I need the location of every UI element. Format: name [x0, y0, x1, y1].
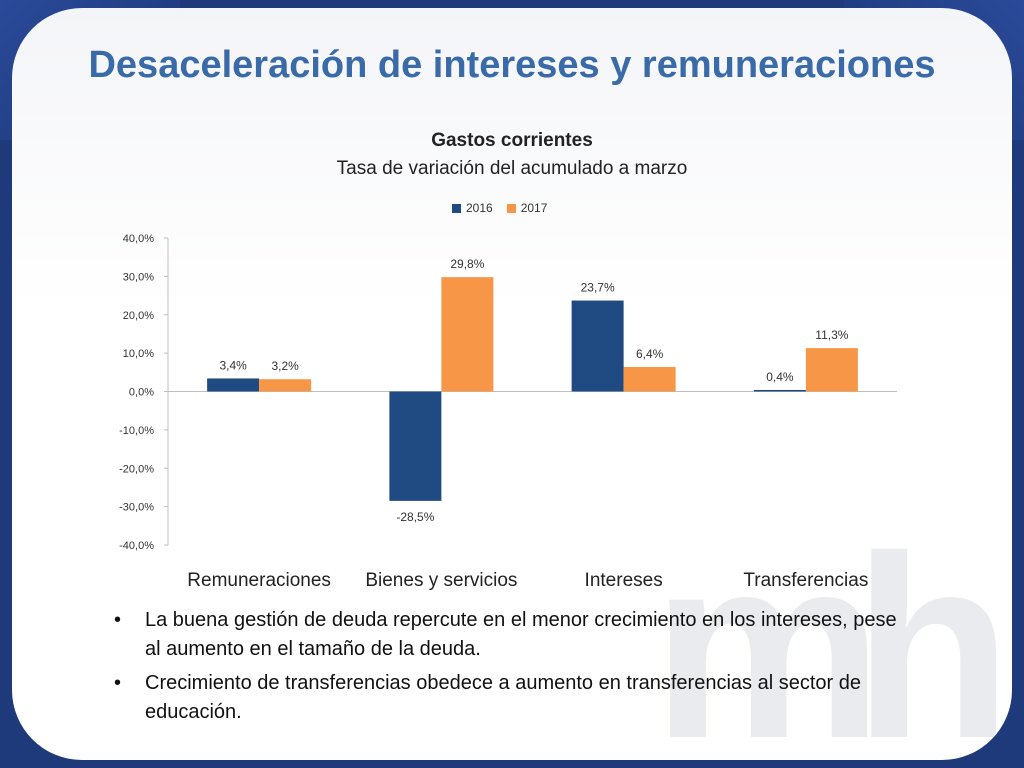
legend-label-2017: 2017: [520, 201, 548, 215]
legend-swatch-2016: [452, 203, 461, 213]
y-tick-label: 40,0%: [123, 233, 154, 245]
data-label: 6,4%: [636, 347, 664, 361]
y-tick-label: -30,0%: [119, 502, 154, 514]
y-tick-label: 30,0%: [123, 271, 154, 283]
legend-swatch-2017: [506, 203, 516, 213]
bar-2016-0: [207, 378, 260, 392]
legend-item-2017: 2017: [506, 201, 548, 215]
bar-2016-1: [389, 391, 442, 501]
y-tick-label: -40,0%: [119, 540, 154, 552]
bullet-list: La buena gestión de deuda repercute en e…: [112, 606, 912, 732]
data-label: 11,3%: [815, 328, 848, 342]
legend-item-2016: 2016: [452, 201, 493, 215]
legend-label-2016: 2016: [466, 201, 493, 215]
data-label: -28,5%: [396, 510, 434, 524]
y-tick-label: 0,0%: [129, 387, 154, 399]
y-tick-label: 20,0%: [123, 310, 154, 322]
bar-2016-3: [753, 389, 806, 392]
x-category-label: Intereses: [585, 570, 663, 591]
bar-2016-2: [571, 300, 624, 392]
chart-legend: 2016 2017: [452, 201, 547, 215]
chart-subtitle: Tasa de variación del acumulado a marzo: [336, 158, 688, 179]
data-label: 3,2%: [271, 359, 299, 373]
data-label: 23,7%: [581, 281, 615, 295]
bar-chart: 40,0% 30,0% 20,0% 10,0% 0,0% -10,0% -20,0% -30,…: [119, 233, 897, 591]
slide-title: Desaceleración de intereses y remuneraci…: [88, 44, 936, 86]
data-label: 29,8%: [450, 257, 484, 271]
x-category-label: Remuneraciones: [187, 570, 331, 591]
x-category-label: Bienes y servicios: [365, 570, 517, 591]
x-category-label: Transferencias: [743, 570, 868, 591]
data-label: 3,4%: [219, 358, 247, 372]
bar-2017-0: [259, 379, 312, 392]
bar-2017-2: [623, 366, 676, 392]
y-tick-label: 10,0%: [123, 348, 154, 360]
y-tick-label: -10,0%: [119, 425, 154, 437]
chart-title: Gastos corrientes: [431, 130, 593, 151]
bullet-item: La buena gestión de deuda repercute en e…: [112, 606, 912, 664]
bar-2017-1: [441, 277, 494, 392]
slide: mh Desaceleración de intereses y remuner…: [12, 8, 1012, 760]
bullet-item: Crecimiento de transferencias obedece a …: [112, 669, 912, 727]
bar-2017-3: [805, 348, 858, 392]
y-tick-label: -20,0%: [119, 463, 154, 475]
data-label: 0,4%: [766, 370, 794, 384]
